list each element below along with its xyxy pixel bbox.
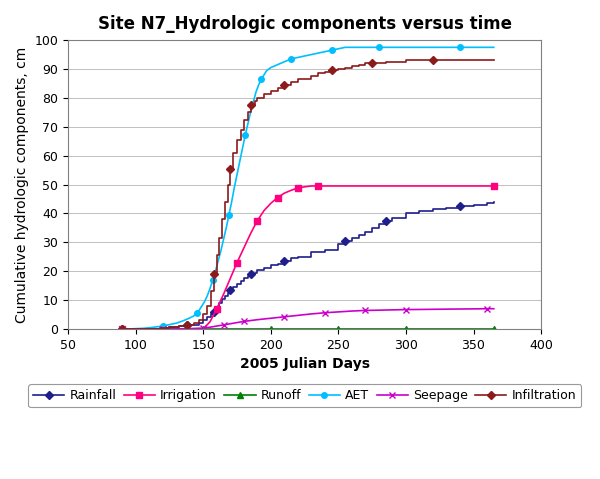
Irrigation [301, 184, 308, 190]
Runoff [490, 326, 497, 332]
Irrigation [200, 326, 207, 332]
Seepage [227, 321, 234, 327]
Seepage [186, 326, 193, 331]
Rainfall [287, 255, 295, 261]
Seepage [348, 308, 355, 314]
Seepage [362, 308, 369, 313]
Seepage [308, 311, 315, 317]
Seepage [220, 322, 227, 328]
Seepage [403, 307, 410, 312]
Infiltration [287, 79, 295, 85]
Infiltration [200, 312, 207, 318]
Infiltration [233, 137, 241, 143]
Runoff [267, 326, 274, 332]
Seepage [213, 323, 220, 329]
Irrigation [227, 275, 234, 281]
Seepage [119, 326, 126, 332]
Irrigation [321, 183, 328, 189]
Infiltration [490, 57, 497, 63]
Irrigation [119, 326, 126, 332]
Rainfall [247, 271, 254, 277]
Infiltration [403, 57, 410, 63]
Rainfall [308, 250, 315, 255]
Seepage [457, 306, 464, 312]
Irrigation [240, 245, 247, 251]
AET [173, 320, 180, 326]
AET [255, 82, 262, 88]
AET [274, 62, 281, 68]
Seepage [173, 326, 180, 332]
Irrigation [260, 207, 268, 213]
Rainfall [227, 287, 234, 293]
Seepage [294, 312, 301, 318]
Seepage [484, 306, 491, 312]
Legend: Rainfall, Irrigation, Runoff, AET, Seepage, Infiltration: Rainfall, Irrigation, Runoff, AET, Seepa… [28, 384, 581, 407]
Irrigation [233, 260, 241, 265]
Seepage [335, 309, 342, 315]
Seepage [267, 315, 274, 321]
Seepage [254, 317, 261, 322]
Y-axis label: Cumulative hydrologic components, cm: Cumulative hydrologic components, cm [15, 46, 29, 323]
Seepage [430, 307, 437, 312]
Irrigation [308, 183, 315, 189]
Irrigation [294, 185, 301, 191]
Irrigation [314, 183, 322, 189]
Line: Rainfall: Rainfall [119, 199, 497, 332]
Seepage [389, 307, 396, 313]
Irrigation [254, 218, 261, 224]
Line: Infiltration: Infiltration [119, 57, 497, 332]
Line: Seepage: Seepage [119, 305, 497, 332]
Irrigation [490, 183, 497, 189]
Runoff [119, 326, 126, 332]
Seepage [321, 310, 328, 316]
Runoff [403, 326, 410, 332]
Irrigation [220, 291, 227, 297]
Seepage [240, 319, 247, 324]
AET [231, 184, 238, 190]
Line: Runoff: Runoff [119, 326, 497, 332]
Seepage [490, 306, 497, 312]
Seepage [376, 308, 383, 313]
Line: Irrigation: Irrigation [119, 183, 497, 332]
Irrigation [274, 194, 281, 200]
AET [244, 121, 251, 127]
Irrigation [328, 183, 335, 189]
Seepage [281, 314, 288, 319]
Infiltration [328, 68, 335, 73]
Infiltration [274, 85, 281, 91]
AET [490, 45, 497, 50]
Seepage [132, 326, 139, 332]
Line: AET: AET [119, 45, 497, 332]
Irrigation [206, 319, 214, 325]
AET [281, 59, 288, 65]
Irrigation [247, 231, 254, 237]
Runoff [200, 326, 207, 332]
Irrigation [267, 200, 274, 206]
Rainfall [166, 324, 173, 330]
Runoff [335, 326, 342, 332]
Title: Site N7_Hydrologic components versus time: Site N7_Hydrologic components versus tim… [98, 15, 512, 33]
AET [341, 45, 349, 50]
Seepage [159, 326, 166, 332]
Infiltration [294, 76, 301, 82]
AET [119, 326, 126, 332]
Irrigation [281, 190, 288, 196]
Rainfall [119, 326, 126, 332]
Rainfall [490, 199, 497, 205]
Seepage [146, 326, 153, 332]
Irrigation [213, 306, 220, 312]
Rainfall [443, 205, 450, 210]
Infiltration [119, 326, 126, 332]
X-axis label: 2005 Julian Days: 2005 Julian Days [239, 357, 370, 371]
Seepage [206, 324, 214, 330]
Seepage [233, 319, 241, 325]
Irrigation [287, 187, 295, 193]
Seepage [200, 325, 207, 331]
